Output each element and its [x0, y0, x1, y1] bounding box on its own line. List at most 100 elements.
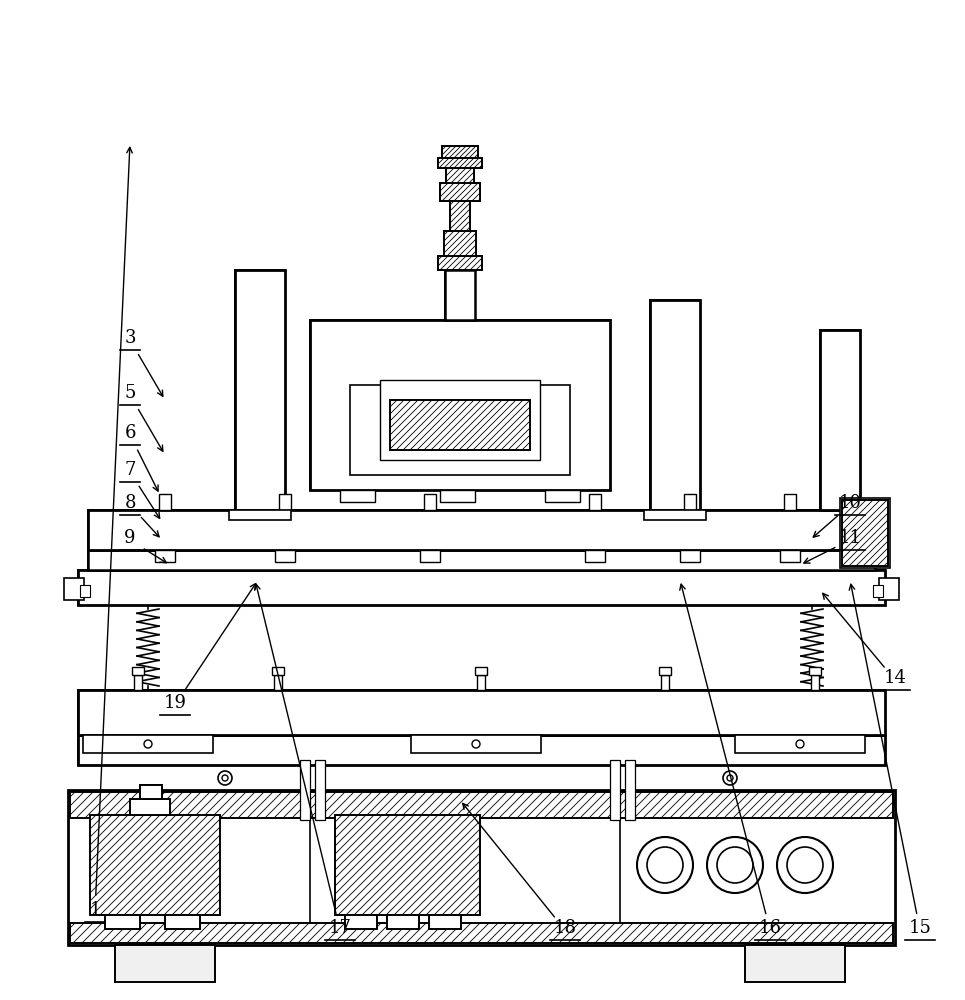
Text: 5: 5 [124, 384, 136, 402]
Bar [610, 760, 620, 820]
Bar [444, 231, 476, 256]
Bar [70, 923, 893, 943]
Bar [445, 270, 475, 320]
Circle shape [637, 837, 693, 893]
Bar [440, 183, 480, 201]
Bar [424, 494, 436, 510]
Text: 10: 10 [839, 494, 862, 512]
Bar [450, 201, 470, 231]
Bar [229, 510, 291, 520]
Bar [809, 667, 821, 675]
Bar [88, 550, 875, 570]
Bar [450, 201, 470, 231]
Text: 17: 17 [328, 919, 351, 937]
Bar [134, 675, 142, 690]
Bar [446, 168, 474, 183]
Bar [274, 675, 282, 690]
Bar [315, 760, 325, 820]
Circle shape [796, 740, 804, 748]
Text: 3: 3 [124, 329, 136, 347]
Bar [879, 578, 899, 600]
Bar [140, 785, 162, 799]
Bar [300, 760, 310, 820]
Text: 7: 7 [124, 461, 136, 479]
Bar [78, 690, 885, 735]
Bar [64, 578, 84, 600]
Bar [78, 690, 885, 735]
Bar [350, 385, 570, 475]
Bar [83, 735, 213, 753]
Bar [78, 570, 885, 605]
Bar [235, 270, 285, 510]
Text: 16: 16 [758, 919, 782, 937]
Bar [438, 158, 482, 168]
Bar [335, 815, 480, 915]
Bar [340, 490, 375, 502]
Circle shape [777, 837, 833, 893]
Text: 18: 18 [554, 919, 576, 937]
Bar [545, 490, 580, 502]
Bar [684, 494, 696, 510]
Text: 9: 9 [124, 529, 136, 547]
Circle shape [727, 775, 733, 781]
Bar [275, 550, 295, 562]
Bar [90, 815, 220, 915]
Bar [445, 270, 475, 320]
Bar [475, 667, 487, 675]
Bar [589, 494, 601, 510]
Bar [80, 585, 90, 597]
Bar [310, 320, 610, 490]
Bar [438, 256, 482, 270]
Bar [440, 490, 475, 502]
Bar [745, 945, 845, 982]
Bar [105, 915, 140, 929]
Bar [155, 550, 175, 562]
Circle shape [222, 775, 228, 781]
Bar [78, 570, 885, 605]
Bar [380, 380, 540, 460]
Text: 14: 14 [884, 669, 906, 687]
Bar [115, 945, 215, 982]
Bar [68, 790, 895, 945]
Bar [735, 735, 865, 753]
Bar [390, 400, 530, 450]
Bar [650, 300, 700, 510]
Bar [625, 760, 635, 820]
Bar [78, 735, 885, 765]
Circle shape [723, 771, 737, 785]
Bar [444, 231, 476, 256]
Bar [140, 785, 162, 799]
Bar [438, 158, 482, 168]
Bar [784, 494, 796, 510]
Text: 8: 8 [124, 494, 136, 512]
Bar [442, 146, 478, 158]
Circle shape [472, 740, 480, 748]
Bar [420, 550, 440, 562]
Bar [429, 915, 461, 929]
Bar [310, 320, 610, 490]
Bar [70, 792, 893, 818]
Bar [585, 550, 605, 562]
Bar [842, 500, 888, 566]
Bar [88, 510, 875, 550]
Bar [840, 498, 890, 568]
Bar [78, 735, 885, 765]
Circle shape [707, 837, 763, 893]
Circle shape [647, 847, 683, 883]
Circle shape [218, 771, 232, 785]
Bar [661, 675, 669, 690]
Bar [446, 168, 474, 183]
Bar [780, 550, 800, 562]
Bar [440, 183, 480, 201]
Text: 6: 6 [124, 424, 136, 442]
Circle shape [787, 847, 823, 883]
Bar [820, 330, 860, 510]
Bar [132, 667, 144, 675]
Bar [650, 300, 700, 510]
Text: 19: 19 [163, 694, 186, 712]
Circle shape [144, 740, 152, 748]
Circle shape [717, 847, 753, 883]
Bar [873, 585, 883, 597]
Bar [88, 510, 875, 550]
Text: 1: 1 [89, 901, 100, 919]
